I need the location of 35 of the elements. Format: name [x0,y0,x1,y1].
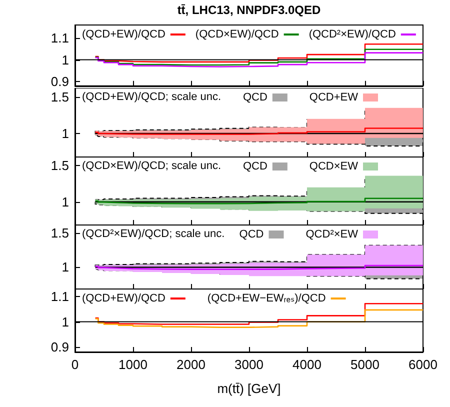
chart-title: (QCD×EW)/QCD; scale unc. [82,160,222,173]
chart-title: (QCD+EW)/QCD; scale unc. [82,91,222,104]
legend-label: (QCD×EW)/QCD [195,28,279,40]
legend-label: (QCD+EW−EWᵣₑₛ)/QCD [207,292,326,304]
legend-label: QCD [242,160,268,172]
legend-label: (QCD+EW)/QCD [82,28,166,40]
y-tick-label: 1 [62,314,69,330]
legend-label: (QCD+EW)/QCD [82,292,166,304]
x-tick-label: 1000 [118,357,148,372]
y-tick-label: 1 [62,52,69,68]
chart-title: tt̄, LHC13, NNPDF3.0QED [177,3,321,17]
x-tick-label: 5000 [350,357,380,372]
x-tick-label: 3000 [234,357,264,372]
y-tick-label: 1 [62,126,69,142]
y-tick-label: 1.5 [50,158,69,174]
y-tick-label: 1.1 [50,30,69,46]
legend-label: QCD×EW [309,160,359,172]
y-tick-label: 1 [62,194,69,210]
legend-label: (QCD²×EW)/QCD [308,28,396,40]
chart-title: (QCD²×EW)/QCD; scale unc. [82,228,225,241]
x-tick-label: 6000 [408,357,438,372]
x-tick-label: 0 [71,357,79,372]
legend-label: QCD²×EW [306,228,359,240]
y-tick-label: 1.5 [50,89,69,104]
x-tick-label: 2000 [176,357,206,372]
y-tick-label: 1 [62,260,69,275]
x-tick-label: 4000 [292,357,322,372]
y-tick-label: 1.5 [50,226,69,241]
legend-label: QCD [239,228,264,240]
x-axis-title: m(tt̄) [GeV] [217,381,281,396]
legend-label: QCD+EW [309,92,359,104]
y-tick-label: 0.9 [50,74,69,89]
y-tick-label: 0.9 [50,339,69,354]
legend-label: QCD [242,92,268,104]
y-tick-label: 1.1 [50,289,69,304]
